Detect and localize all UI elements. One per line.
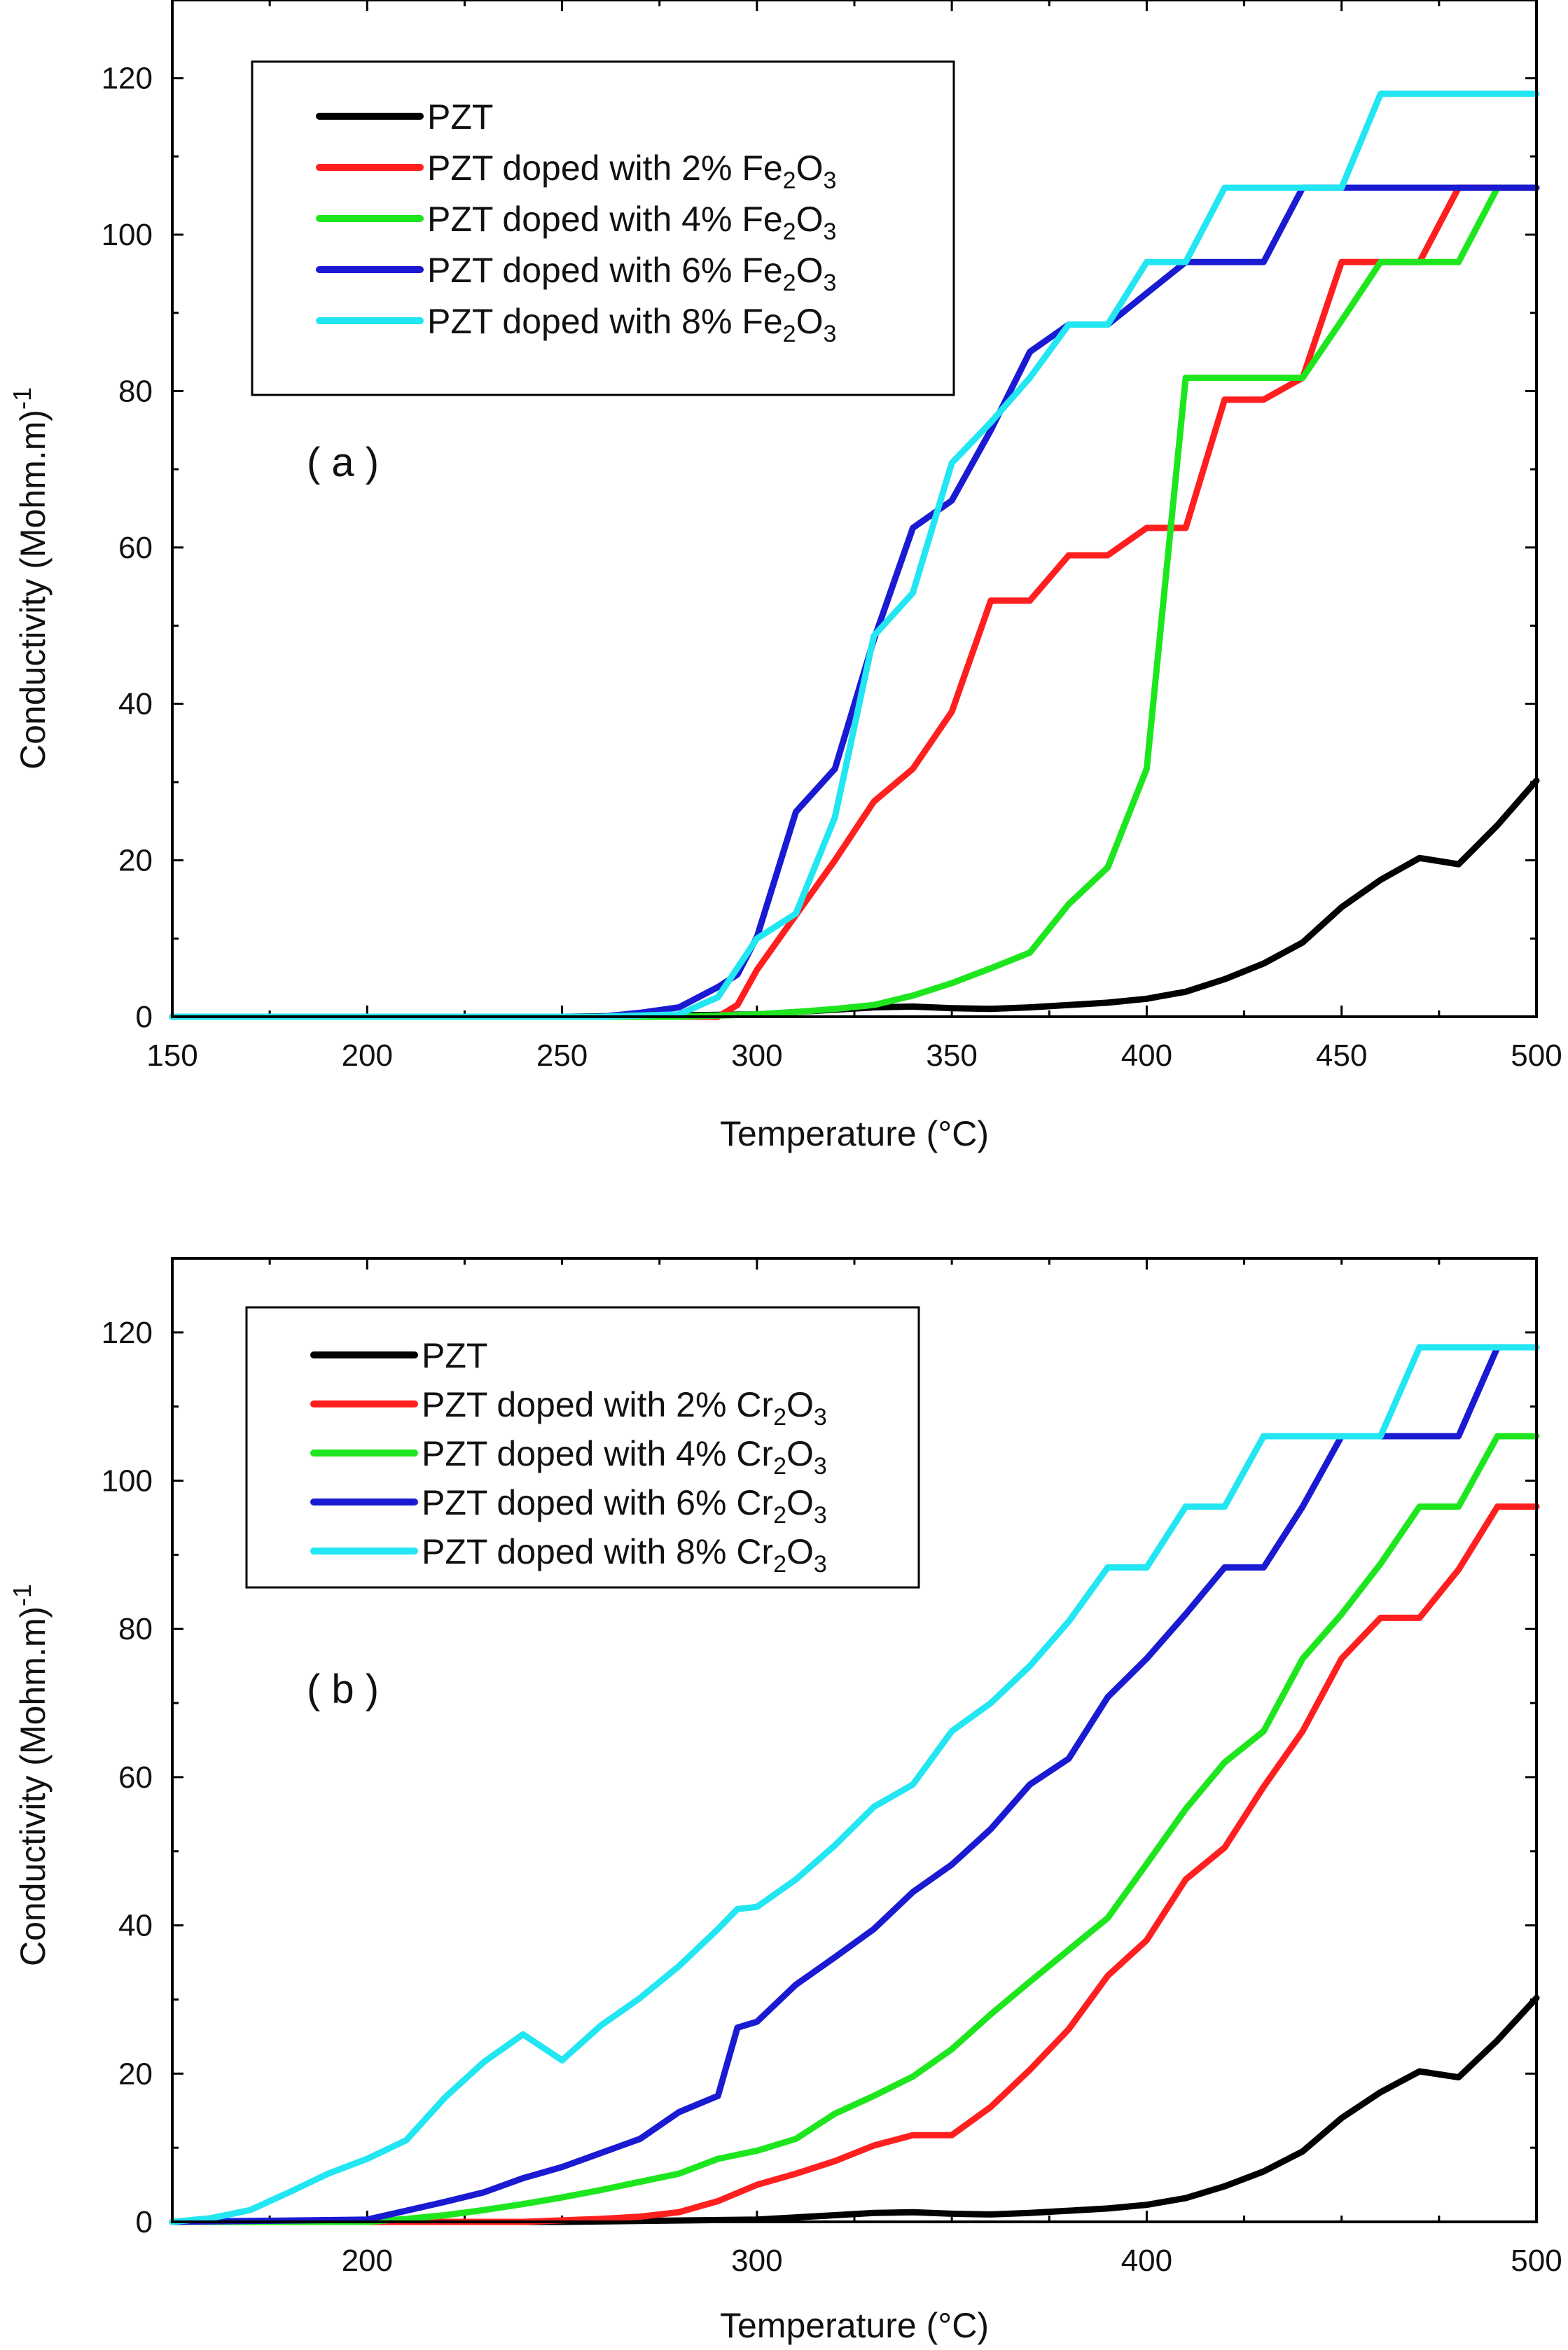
y-tick-label: 80 bbox=[118, 374, 153, 408]
y-axis-label: Conductivity (Mohm.m)-1 bbox=[8, 387, 53, 770]
legend-subscript: 2 bbox=[773, 1551, 786, 1578]
series-line-0 bbox=[169, 1994, 1540, 2225]
legend-label-text: O bbox=[796, 200, 824, 239]
series-line-0 bbox=[169, 777, 1540, 1020]
y-axis-label-text: Conductivity (Mohm.m) bbox=[13, 1606, 53, 1966]
legend-subscript: 3 bbox=[814, 1453, 827, 1480]
series-line-4 bbox=[169, 1344, 1540, 2225]
y-tick-label: 60 bbox=[118, 1760, 153, 1795]
x-tick-label: 500 bbox=[1511, 2244, 1562, 2278]
x-tick-label: 200 bbox=[342, 2244, 393, 2278]
y-tick-label: 120 bbox=[102, 1316, 153, 1350]
legend-label-0: PZT bbox=[427, 97, 493, 137]
legend-label-text: PZT doped with 2% Cr bbox=[422, 1385, 773, 1424]
legend-subscript: 3 bbox=[814, 1551, 827, 1578]
legend-subscript: 3 bbox=[824, 270, 837, 296]
legend-label-3: PZT doped with 6% Fe2O3 bbox=[427, 251, 836, 296]
legend-label-text: O bbox=[786, 1434, 814, 1473]
legend-label-text: PZT doped with 4% Cr bbox=[422, 1434, 773, 1473]
legend-subscript: 2 bbox=[783, 167, 796, 194]
legend-label-1: PZT doped with 2% Cr2O3 bbox=[422, 1385, 827, 1431]
legend-label-1: PZT doped with 2% Fe2O3 bbox=[427, 148, 836, 194]
legend-label-text: PZT doped with 4% Fe bbox=[427, 200, 783, 239]
x-tick-label: 250 bbox=[536, 1038, 588, 1073]
legend-label-2: PZT doped with 4% Cr2O3 bbox=[422, 1434, 827, 1480]
legend-label-text: PZT doped with 8% Fe bbox=[427, 302, 783, 341]
y-tick-label: 120 bbox=[102, 62, 153, 96]
legend-subscript: 3 bbox=[824, 218, 837, 245]
legend-label-text: O bbox=[786, 1532, 814, 1571]
y-tick-label: 40 bbox=[118, 1909, 153, 1943]
x-tick-label: 200 bbox=[342, 1038, 393, 1073]
series-line-2 bbox=[169, 184, 1540, 1020]
legend-label-text: O bbox=[796, 251, 824, 290]
legend-label-text: PZT doped with 8% Cr bbox=[422, 1532, 773, 1571]
legend-subscript: 3 bbox=[814, 1502, 827, 1529]
legend-label-4: PZT doped with 8% Fe2O3 bbox=[427, 302, 836, 347]
legend-subscript: 2 bbox=[773, 1404, 786, 1431]
legend-label-text: PZT doped with 6% Cr bbox=[422, 1483, 773, 1522]
panel-label: ( b ) bbox=[307, 1667, 379, 1712]
legend-subscript: 3 bbox=[814, 1404, 827, 1431]
chart-panel-b: 200 300 400 500 0 20 40 60 80 100 120 PZT PZT doped … bbox=[8, 1257, 1562, 2345]
legend-label-text: PZT bbox=[422, 1336, 487, 1375]
series-line-2 bbox=[169, 1433, 1540, 2225]
x-tick-label: 350 bbox=[926, 1038, 977, 1073]
y-axis-label-superscript: -1 bbox=[8, 1584, 36, 1606]
legend-subscript: 2 bbox=[773, 1502, 786, 1529]
y-axis-label: Conductivity (Mohm.m)-1 bbox=[8, 1584, 53, 1966]
plot-frame bbox=[171, 1257, 1538, 2223]
legend-label-3: PZT doped with 6% Cr2O3 bbox=[422, 1483, 827, 1529]
x-tick-label: 500 bbox=[1511, 1038, 1562, 1073]
legend-label-2: PZT doped with 4% Fe2O3 bbox=[427, 200, 836, 245]
y-tick-label: 0 bbox=[136, 1000, 153, 1034]
legend-subscript: 2 bbox=[783, 321, 796, 347]
legend-label-text: O bbox=[786, 1385, 814, 1424]
legend-label-4: PZT doped with 8% Cr2O3 bbox=[422, 1532, 827, 1578]
legend-subscript: 2 bbox=[773, 1453, 786, 1480]
y-tick-label: 100 bbox=[102, 218, 153, 252]
legend-label-text: O bbox=[786, 1483, 814, 1522]
plot-frame bbox=[171, 0, 1538, 1018]
x-tick-label: 400 bbox=[1121, 2244, 1172, 2278]
legend-label-text: PZT doped with 6% Fe bbox=[427, 251, 783, 290]
y-tick-label: 40 bbox=[118, 687, 153, 721]
series-line-1 bbox=[169, 1503, 1540, 2225]
legend-subscript: 2 bbox=[783, 270, 796, 296]
x-axis-label: Temperature (°C) bbox=[720, 1114, 989, 1153]
y-tick-label: 60 bbox=[118, 531, 153, 565]
legend-label-text: O bbox=[796, 148, 824, 188]
y-tick-label: 80 bbox=[118, 1612, 153, 1646]
x-axis-label: Temperature (°C) bbox=[720, 2306, 989, 2345]
legend-subscript: 2 bbox=[783, 218, 796, 245]
y-tick-label: 100 bbox=[102, 1464, 153, 1499]
legend-subscript: 3 bbox=[824, 167, 837, 194]
y-axis-label-text: Conductivity (Mohm.m) bbox=[13, 410, 53, 770]
panel-label: ( a ) bbox=[307, 440, 379, 485]
x-tick-label: 450 bbox=[1316, 1038, 1367, 1073]
y-tick-label: 0 bbox=[136, 2205, 153, 2239]
legend-label-text: PZT bbox=[427, 97, 493, 137]
series-line-3 bbox=[169, 1344, 1540, 2225]
legend-label-text: O bbox=[796, 302, 824, 341]
y-axis-label-superscript: -1 bbox=[8, 387, 36, 410]
y-tick-label: 20 bbox=[118, 844, 153, 878]
x-tick-label: 300 bbox=[731, 2244, 782, 2278]
legend-label-text: PZT doped with 2% Fe bbox=[427, 148, 783, 188]
x-tick-label: 400 bbox=[1121, 1038, 1172, 1073]
legend-subscript: 3 bbox=[824, 321, 837, 347]
chart-panel-a: 150 200 250 300 350 400 450 500 0 20 40 60 80 100 120 P… bbox=[8, 0, 1562, 1153]
y-tick-label: 20 bbox=[118, 2057, 153, 2091]
x-tick-label: 300 bbox=[731, 1038, 782, 1073]
series-line-4 bbox=[169, 90, 1540, 1020]
x-tick-label: 150 bbox=[146, 1038, 197, 1073]
legend-label-0: PZT bbox=[422, 1336, 487, 1375]
